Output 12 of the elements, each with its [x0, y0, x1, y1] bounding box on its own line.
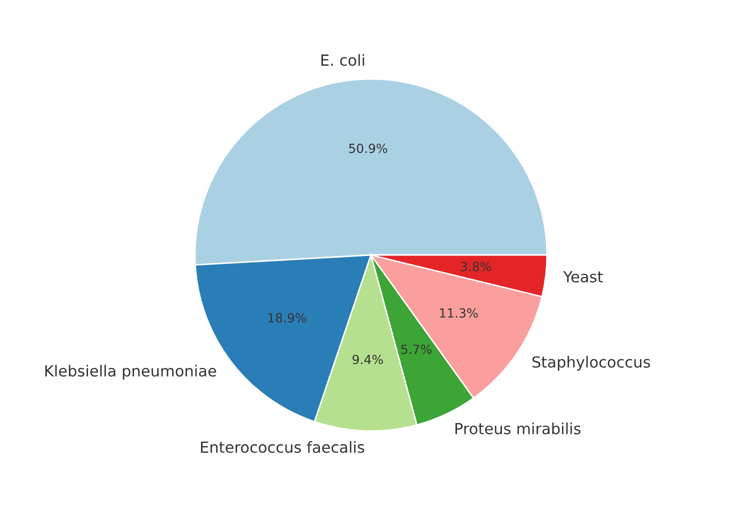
slice-label: Proteus mirabilis — [455, 422, 581, 434]
data-label: 50.9% — [349, 144, 388, 154]
data-label: 18.9% — [268, 313, 306, 323]
slice-label: E. coli — [321, 54, 364, 66]
data-label: 3.8% — [460, 262, 492, 272]
data-label: 5.7% — [401, 344, 432, 354]
data-label: 9.4% — [352, 354, 383, 364]
slice-label: Enterococcus faecalis — [201, 441, 364, 453]
slice-label: Yeast — [563, 271, 603, 282]
slice-label: Staphylococcus — [532, 356, 650, 371]
slice-label: Klebsiella pneumoniae — [45, 364, 216, 380]
data-label: 11.3% — [440, 308, 478, 318]
